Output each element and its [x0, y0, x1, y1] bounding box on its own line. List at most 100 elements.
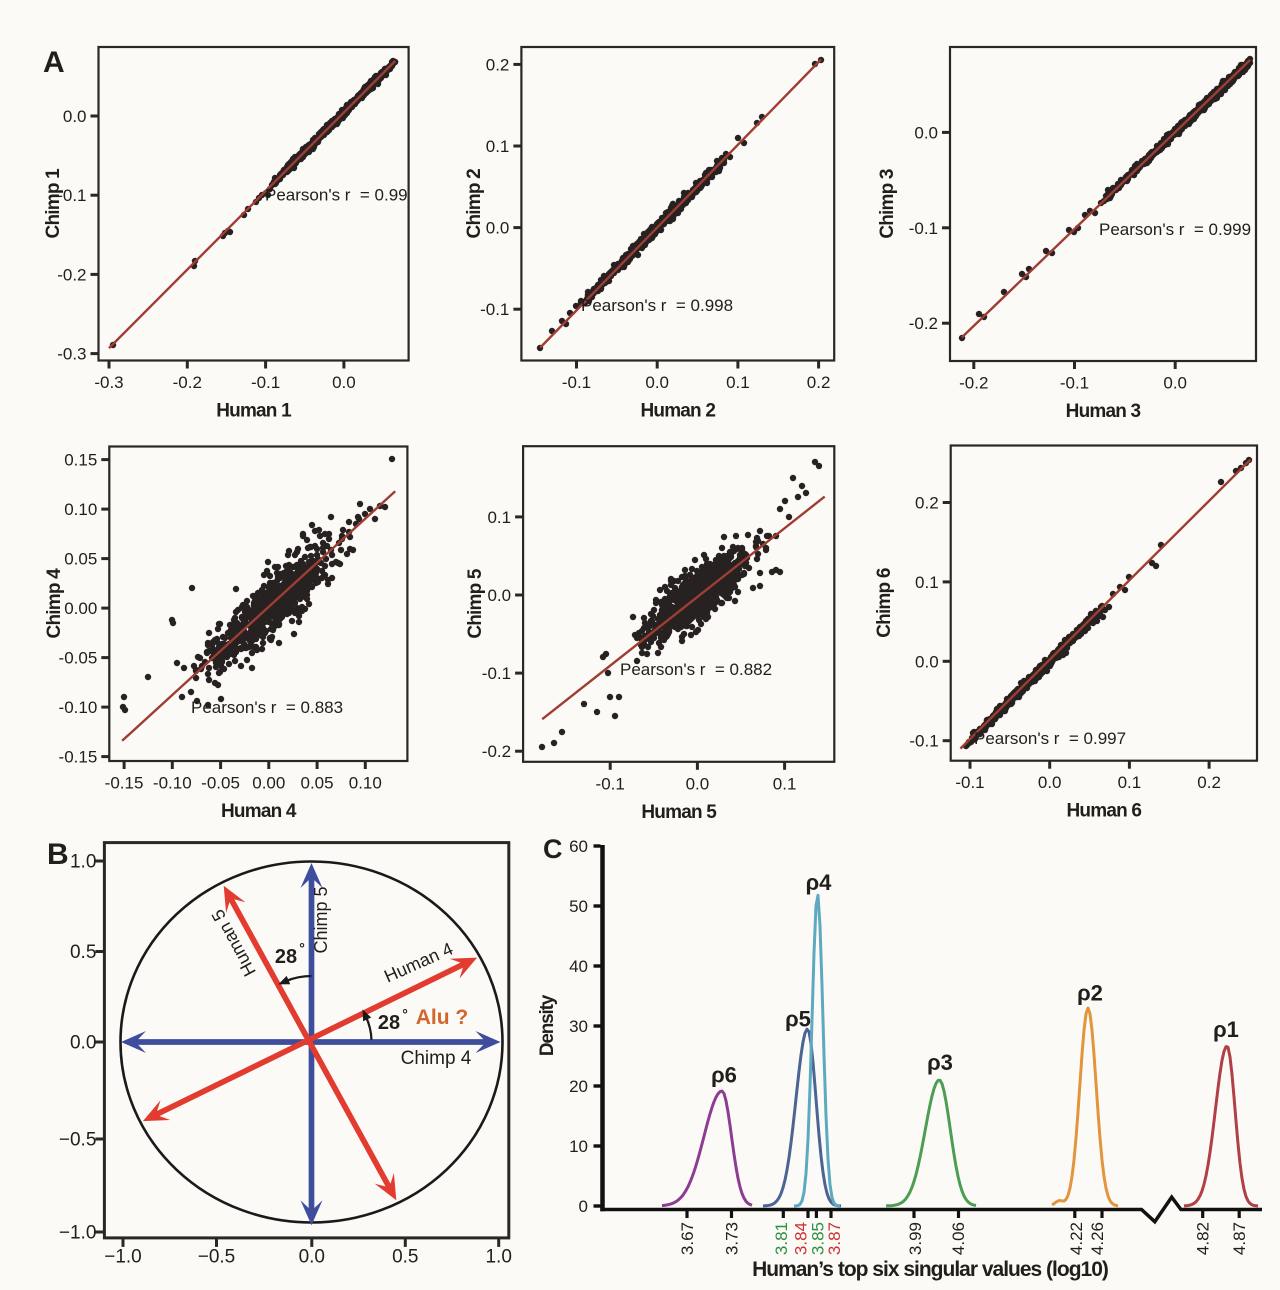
- svg-text:-0.2: -0.2: [482, 742, 511, 761]
- svg-text:3.67: 3.67: [678, 1222, 697, 1255]
- svg-text:0.1: 0.1: [1118, 773, 1142, 792]
- svg-text:Pearson's r = 0.999: Pearson's r = 0.999: [1099, 220, 1251, 239]
- svg-text:-0.1: -0.1: [909, 219, 938, 238]
- svg-text:50: 50: [569, 897, 588, 916]
- svg-text:°: °: [402, 1006, 408, 1022]
- svg-text:-0.2: -0.2: [173, 373, 202, 392]
- svg-text:Pearson's r = 0.882: Pearson's r = 0.882: [620, 660, 772, 679]
- svg-text:3.73: 3.73: [723, 1222, 742, 1255]
- svg-text:-0.1: -0.1: [562, 373, 591, 392]
- svg-text:-0.2: -0.2: [909, 314, 938, 333]
- svg-text:0.1: 0.1: [773, 774, 797, 793]
- svg-text:C: C: [543, 834, 563, 864]
- svg-text:Pearson's r = 0.883: Pearson's r = 0.883: [191, 698, 343, 717]
- svg-text:-0.1: -0.1: [596, 774, 625, 793]
- svg-text:3.85: 3.85: [809, 1222, 828, 1255]
- svg-text:-0.1: -0.1: [251, 373, 280, 392]
- svg-text:Human 6: Human 6: [1067, 801, 1142, 822]
- svg-text:0.2: 0.2: [486, 55, 510, 74]
- svg-text:Chimp 5: Chimp 5: [311, 886, 331, 953]
- svg-text:0.1: 0.1: [486, 137, 510, 156]
- svg-text:0.0: 0.0: [486, 219, 510, 238]
- svg-text:Human 1: Human 1: [216, 401, 292, 422]
- svg-text:-0.15: -0.15: [59, 748, 98, 767]
- svg-text:−1.0: −1.0: [104, 1247, 142, 1268]
- svg-text:°: °: [299, 940, 305, 956]
- svg-text:0.15: 0.15: [64, 451, 97, 470]
- svg-text:ρ6: ρ6: [711, 1063, 737, 1088]
- svg-text:ρ5: ρ5: [785, 1007, 811, 1032]
- svg-text:0.0: 0.0: [487, 586, 511, 605]
- svg-text:Chimp 4: Chimp 4: [44, 568, 65, 639]
- svg-text:0.00: 0.00: [252, 774, 285, 793]
- svg-text:0.0: 0.0: [1163, 374, 1187, 393]
- svg-text:Chimp 4: Chimp 4: [401, 1048, 472, 1069]
- svg-text:Chimp 5: Chimp 5: [465, 568, 486, 639]
- svg-text:-0.10: -0.10: [59, 698, 98, 717]
- svg-text:ρ1: ρ1: [1213, 1017, 1239, 1042]
- svg-text:3.84: 3.84: [792, 1222, 811, 1255]
- svg-text:0.1: 0.1: [915, 573, 939, 592]
- svg-text:0.0: 0.0: [915, 652, 939, 671]
- svg-text:Pearson's r = 0.998: Pearson's r = 0.998: [581, 296, 733, 315]
- svg-text:-0.1: -0.1: [57, 186, 86, 205]
- svg-text:0.1: 0.1: [726, 373, 750, 392]
- svg-text:Human 4: Human 4: [221, 801, 297, 822]
- svg-text:-0.1: -0.1: [955, 773, 984, 792]
- svg-text:4.26: 4.26: [1088, 1222, 1107, 1255]
- svg-text:Human 2: Human 2: [640, 401, 715, 422]
- svg-text:30: 30: [569, 1017, 588, 1036]
- svg-text:3.87: 3.87: [825, 1222, 844, 1255]
- svg-text:0.0: 0.0: [645, 373, 669, 392]
- svg-text:0.05: 0.05: [301, 774, 334, 793]
- svg-text:Density: Density: [537, 994, 558, 1056]
- svg-text:-0.15: -0.15: [105, 774, 144, 793]
- svg-text:-0.1: -0.1: [482, 664, 511, 683]
- svg-text:0.2: 0.2: [1197, 773, 1221, 792]
- svg-text:0.0: 0.0: [332, 373, 356, 392]
- svg-text:3.99: 3.99: [906, 1222, 925, 1255]
- svg-text:4.82: 4.82: [1194, 1222, 1213, 1255]
- svg-text:-0.05: -0.05: [59, 649, 98, 668]
- svg-text:0.2: 0.2: [807, 373, 831, 392]
- svg-text:20: 20: [569, 1077, 588, 1096]
- svg-text:0.0: 0.0: [1038, 773, 1062, 792]
- svg-text:10: 10: [569, 1137, 588, 1156]
- svg-text:Chimp 6: Chimp 6: [874, 568, 895, 638]
- svg-text:0.05: 0.05: [64, 550, 97, 569]
- svg-text:-0.1: -0.1: [1060, 374, 1089, 393]
- svg-text:3.81: 3.81: [772, 1222, 791, 1255]
- svg-text:1.0: 1.0: [485, 1247, 511, 1268]
- svg-text:Human 3: Human 3: [1066, 401, 1141, 422]
- svg-text:ρ3: ρ3: [927, 1050, 953, 1075]
- svg-text:Chimp 1: Chimp 1: [43, 168, 64, 239]
- svg-text:0.10: 0.10: [64, 500, 97, 519]
- svg-text:28: 28: [378, 1012, 400, 1034]
- svg-text:-0.05: -0.05: [201, 774, 240, 793]
- svg-text:-0.2: -0.2: [57, 265, 86, 284]
- svg-text:4.06: 4.06: [949, 1222, 968, 1255]
- svg-text:Pearson's r = 0.997: Pearson's r = 0.997: [974, 729, 1126, 748]
- svg-text:-0.3: -0.3: [94, 373, 123, 392]
- svg-text:−0.5: −0.5: [59, 1130, 97, 1151]
- svg-text:40: 40: [569, 957, 588, 976]
- svg-text:ρ4: ρ4: [806, 870, 833, 895]
- svg-text:Alu ?: Alu ?: [416, 1006, 469, 1029]
- svg-text:0.5: 0.5: [392, 1247, 418, 1268]
- svg-text:60: 60: [569, 837, 588, 856]
- svg-text:Chimp 2: Chimp 2: [464, 169, 485, 239]
- svg-text:0.1: 0.1: [487, 508, 511, 527]
- svg-text:1.0: 1.0: [70, 852, 96, 873]
- svg-text:−0.5: −0.5: [198, 1247, 236, 1268]
- svg-text:-0.2: -0.2: [959, 374, 988, 393]
- svg-text:ρ2: ρ2: [1077, 981, 1103, 1006]
- svg-text:Human’s top six singular value: Human’s top six singular values (log10): [752, 1258, 1108, 1281]
- svg-text:0.0: 0.0: [70, 1033, 96, 1054]
- svg-text:−1.0: −1.0: [59, 1223, 97, 1244]
- svg-text:0.5: 0.5: [70, 942, 96, 963]
- svg-text:0.00: 0.00: [64, 599, 97, 618]
- svg-text:4.22: 4.22: [1067, 1222, 1086, 1255]
- svg-text:0.10: 0.10: [349, 774, 382, 793]
- svg-text:0.0: 0.0: [299, 1247, 325, 1268]
- svg-text:-0.1: -0.1: [480, 300, 509, 319]
